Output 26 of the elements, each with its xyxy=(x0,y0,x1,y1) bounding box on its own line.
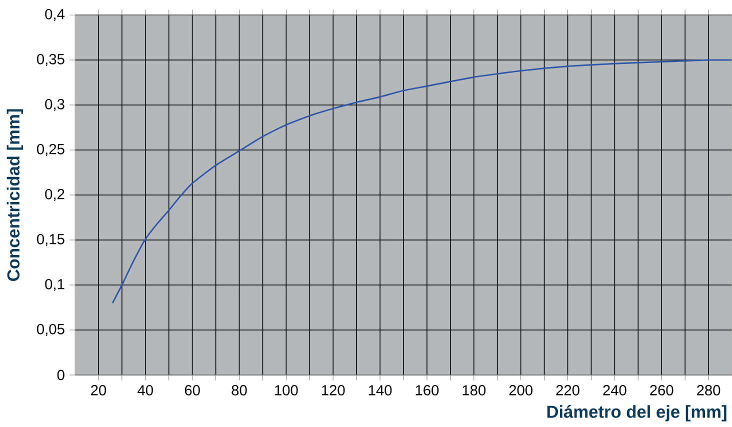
x-tick-label: 200 xyxy=(509,385,532,396)
x-tick-label: 180 xyxy=(462,385,486,396)
y-tick-label: 0,15 xyxy=(36,234,64,246)
y-tick-label: 0,2 xyxy=(45,188,64,202)
y-tick-label: 0,3 xyxy=(45,98,64,112)
y-axis-title: Concentricidad [mm] xyxy=(6,109,23,281)
y-tick-label: 0,35 xyxy=(36,54,64,66)
y-tick-label: 0,4 xyxy=(45,8,65,22)
x-tick-label: 60 xyxy=(184,385,200,396)
x-tick-label: 240 xyxy=(603,385,626,396)
y-tick-label: 0 xyxy=(57,370,64,380)
x-tick-label: 280 xyxy=(697,385,720,396)
x-tick-label: 160 xyxy=(416,385,439,396)
x-tick-label: 80 xyxy=(232,385,247,396)
y-tick-label: 0,1 xyxy=(45,278,64,292)
x-tick-label: 260 xyxy=(650,385,674,396)
y-tick-label: 0,25 xyxy=(36,144,64,156)
line-series xyxy=(112,59,730,304)
x-axis-title: Diámetro del eje [mm] xyxy=(547,405,726,422)
x-tick-label: 140 xyxy=(368,385,392,396)
y-tick-label: 0,05 xyxy=(36,324,64,336)
x-tick-label: 20 xyxy=(91,385,106,396)
x-tick-label: 40 xyxy=(138,385,153,396)
x-tick-label: 220 xyxy=(556,385,580,396)
x-tick-label: 120 xyxy=(322,385,345,396)
x-tick-label: 100 xyxy=(275,385,298,396)
